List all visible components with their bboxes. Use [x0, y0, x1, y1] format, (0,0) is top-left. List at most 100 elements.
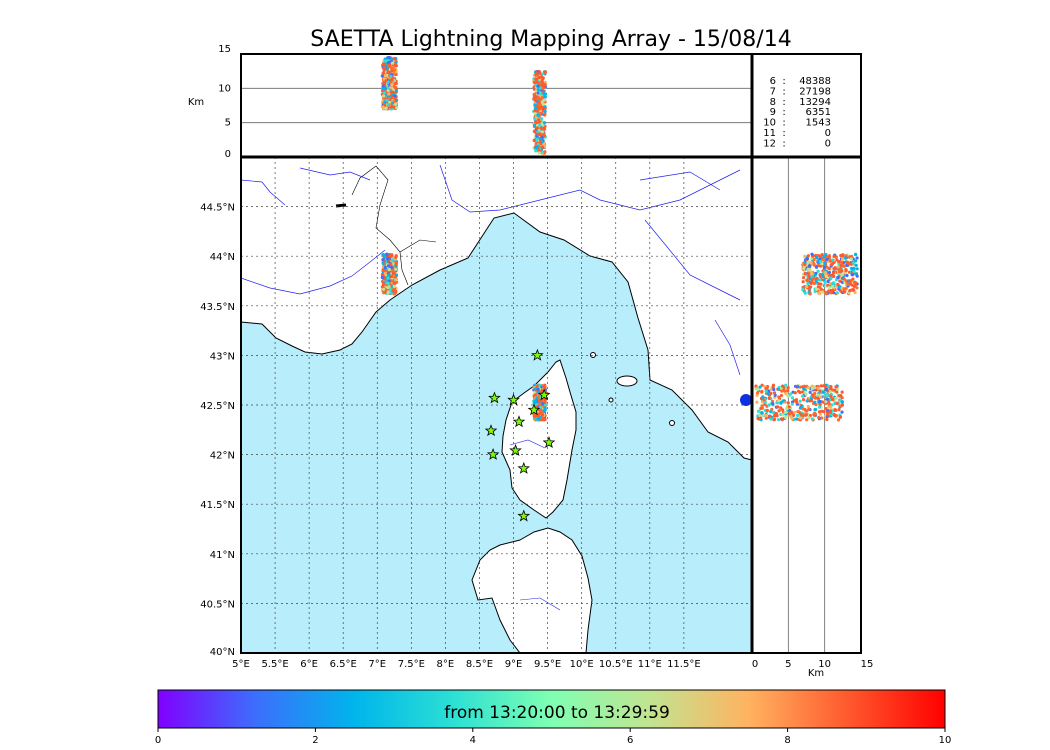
source-point [386, 264, 391, 268]
river-sardinia [519, 597, 561, 611]
source-point [535, 384, 539, 388]
source-point-altitude [835, 291, 839, 295]
source-point-altitude [826, 409, 830, 413]
source-point-altitude [806, 254, 810, 258]
colorbar-bar [157, 689, 946, 729]
source-point-altitude [826, 393, 830, 397]
count-sep: : [782, 97, 785, 108]
source-point-altitude [851, 261, 856, 265]
source-point-altitude [796, 409, 800, 414]
source-point-altitude [817, 405, 822, 409]
source-point-height [538, 136, 542, 141]
source-point-altitude [794, 417, 798, 421]
source-point [380, 285, 384, 289]
source-point-height [386, 70, 390, 74]
source-point-altitude [826, 384, 830, 388]
count-value: 13294 [799, 97, 831, 108]
colorbar-label: from 13:20:00 to 13:29:59 [444, 703, 670, 723]
source-point-altitude [840, 400, 844, 404]
source-point-height [394, 89, 398, 93]
source-point-altitude [758, 413, 762, 417]
source-point [389, 262, 393, 266]
source-point-altitude [770, 399, 775, 403]
source-point-height [540, 96, 544, 100]
source-point [387, 267, 391, 272]
source-point-altitude [755, 400, 759, 404]
source-point [538, 402, 542, 406]
source-point-altitude [806, 281, 810, 286]
source-point-altitude [806, 267, 810, 271]
source-point-height [536, 130, 540, 134]
source-point-altitude [848, 279, 852, 283]
source-point-height [382, 91, 386, 95]
source-point-altitude [761, 395, 765, 399]
river-corsica [509, 439, 546, 449]
source-point-altitude [828, 390, 832, 394]
lon-tick-label: 6°E [300, 659, 318, 670]
count-label: 12 [763, 138, 776, 149]
source-point-altitude [847, 261, 851, 266]
source-point-altitude [786, 394, 790, 398]
source-point-altitude [810, 280, 814, 284]
source-point-height [543, 70, 548, 74]
corsica [501, 359, 577, 519]
source-point-altitude [807, 264, 812, 268]
source-point-height [393, 94, 397, 98]
source-point [536, 387, 540, 391]
source-point-height [391, 61, 395, 65]
lat-tick-label: 44.5°N [200, 203, 235, 214]
marker-dot [740, 394, 752, 406]
source-point-height [542, 91, 546, 96]
source-point-altitude [783, 389, 787, 393]
source-point-altitude [805, 257, 810, 261]
count-value: 0 [825, 128, 831, 139]
source-point-altitude [813, 400, 817, 404]
source-point-altitude [806, 272, 811, 276]
source-point-altitude [794, 398, 799, 402]
source-point-altitude [822, 409, 826, 414]
lat-tick-label: 41.5°N [200, 500, 235, 511]
source-point-altitude [754, 387, 758, 391]
source-point-height [540, 145, 545, 149]
source-point-altitude [807, 284, 811, 289]
station-star [507, 393, 520, 406]
source-point-altitude [854, 263, 858, 267]
source-point-height [532, 123, 537, 127]
source-point-height [538, 91, 543, 95]
pianosa-island [608, 397, 614, 403]
source-point-altitude [826, 413, 830, 417]
source-point-altitude [810, 252, 814, 256]
source-point-height [380, 74, 384, 78]
source-point-height [393, 97, 397, 101]
source-point-height [385, 98, 389, 102]
source-point-height [539, 111, 543, 116]
source-point-height [394, 106, 399, 110]
border-france-italy [375, 165, 409, 286]
source-point [389, 265, 393, 270]
colorbar-tick-label: 0 [155, 735, 161, 746]
source-point-height [383, 100, 387, 104]
source-point-altitude [828, 386, 833, 391]
height-tick-label: 5 [225, 118, 231, 129]
border-switzerland [351, 165, 377, 196]
source-point [386, 276, 390, 280]
source-point-height [538, 82, 542, 86]
source-point [382, 255, 386, 259]
source-point-altitude [834, 408, 838, 413]
source-point [394, 289, 398, 293]
source-point-altitude [851, 277, 855, 281]
lat-tick-label: 42.5°N [200, 401, 235, 412]
height-tick-label: 10 [218, 83, 231, 94]
source-point-altitude [836, 418, 841, 422]
source-point-altitude [830, 288, 835, 292]
source-point-altitude [777, 399, 781, 403]
source-point-altitude [840, 260, 844, 264]
source-point [538, 409, 542, 413]
source-point-altitude [845, 273, 849, 278]
source-point-altitude [795, 400, 799, 405]
source-point-altitude [842, 287, 846, 291]
source-point-altitude [818, 259, 822, 264]
source-point-altitude [848, 289, 852, 293]
source-point-altitude [783, 415, 788, 420]
source-point-altitude [836, 275, 840, 280]
